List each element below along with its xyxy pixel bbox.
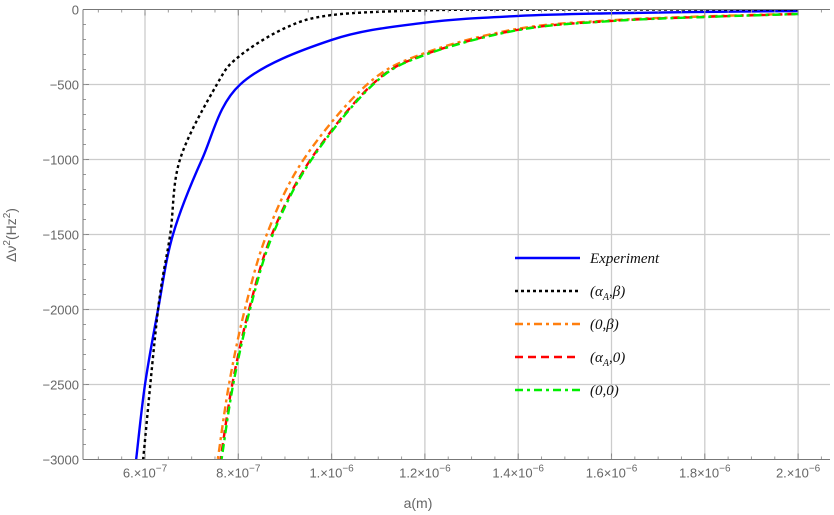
- legend-label: Experiment: [589, 251, 660, 267]
- x-tick-label: 1.2×10−6: [399, 464, 451, 481]
- x-tick-label: 6.×10−7: [123, 464, 168, 481]
- y-tick-label: 0: [72, 3, 79, 18]
- legend-label: (αA,0): [590, 350, 625, 369]
- x-axis-label: a(m): [404, 495, 433, 511]
- series-line-4: [220, 12, 799, 460]
- y-tick-label: −2000: [42, 303, 79, 318]
- grid: [83, 9, 830, 460]
- y-tick-label: −2500: [42, 378, 79, 393]
- curves: [134, 9, 799, 460]
- y-tick-label: −500: [50, 78, 79, 93]
- x-tick-label: 2.×10−6: [776, 464, 821, 481]
- y-tick-label: −3000: [42, 453, 79, 468]
- series-line-1: [141, 9, 799, 460]
- legend-label: (αA,β): [590, 284, 625, 303]
- legend-label: (0,β): [590, 317, 619, 333]
- y-axis-label: Δν2(Hz2): [2, 208, 19, 262]
- series-line-3: [219, 12, 799, 460]
- legend-label: (0,0): [590, 383, 619, 399]
- x-tick-label: 1.8×10−6: [679, 464, 731, 481]
- series-line-0: [134, 9, 799, 460]
- x-tick-label: 1.4×10−6: [492, 464, 544, 481]
- x-tick-label: 1.×10−6: [309, 464, 354, 481]
- x-tick-label: 1.6×10−6: [586, 464, 638, 481]
- legend: Experiment (αA,β) (0,β) (αA,0) (0,0): [515, 251, 660, 399]
- y-tick-label: −1000: [42, 153, 79, 168]
- axes: 6.×10−7 8.×10−7 1.×10−6 1.2×10−6 1.4×10−6 1.6…: [42, 3, 830, 481]
- y-tick-label: −1500: [42, 228, 79, 243]
- x-tick-label: 8.×10−7: [216, 464, 261, 481]
